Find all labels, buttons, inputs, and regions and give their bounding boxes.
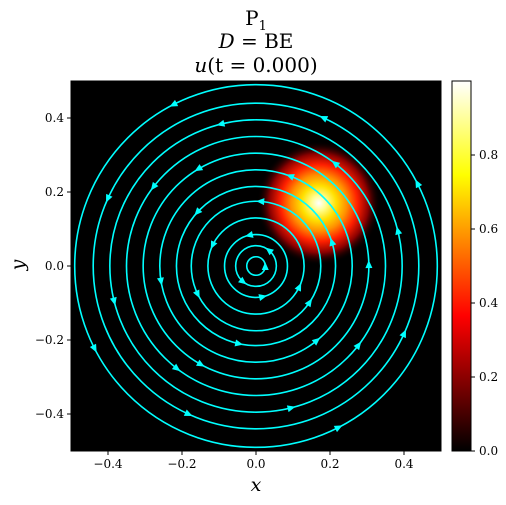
streamline-arrow [238, 276, 247, 285]
streamline [125, 135, 387, 397]
colorbar-tick-label: 0.4 [479, 296, 498, 310]
x-tick-label: −0.4 [93, 457, 123, 471]
chart-title-line3: u(t = 0.000) [194, 53, 317, 77]
streamline [175, 185, 337, 347]
streamline-arrow [196, 359, 205, 367]
streamline-arrow [169, 99, 179, 107]
streamline-arrow [210, 240, 218, 250]
y-axis-ticks: −0.4 −0.2 0.0 0.2 0.4 [35, 111, 71, 421]
streamline-arrow [329, 237, 337, 247]
colorbar-tick-label: 0.6 [479, 222, 498, 236]
streamline-arrow [415, 179, 423, 189]
streamline [109, 119, 403, 413]
streamline-arrow [286, 174, 295, 181]
chart-title-line1: P1 [245, 6, 267, 34]
streamline-arrow [304, 298, 313, 308]
y-tick-label: 0.4 [45, 111, 64, 125]
streamline-arrow [194, 207, 203, 216]
streamline [190, 200, 322, 332]
colorbar-tick-label: 0.8 [479, 148, 498, 162]
heatmap-blob [256, 141, 381, 266]
colorbar-ticks: 0.0 0.2 0.4 0.6 0.8 [471, 148, 498, 458]
streamline-arrow [244, 231, 254, 238]
streamline-arrow [193, 289, 200, 299]
streamline-arrow [365, 260, 373, 269]
colorbar-tick-label: 0.2 [479, 370, 498, 384]
streamline-arrow [265, 247, 274, 256]
streamline-arrow [353, 341, 362, 351]
streamline [159, 169, 353, 363]
streamline-arrow [261, 262, 269, 270]
streamline-arrow [311, 337, 321, 346]
streamline-arrow [331, 160, 341, 169]
streamline-arrow [216, 119, 226, 127]
streamline [92, 102, 420, 430]
streamline [223, 233, 289, 299]
streamline [73, 83, 439, 449]
x-tick-label: 0.0 [246, 457, 265, 471]
streamline [234, 244, 278, 288]
streamline-arrow [399, 329, 406, 339]
streamline-arrow [171, 363, 181, 372]
streamline-arrow [194, 164, 204, 172]
heatmap-background [71, 81, 441, 451]
y-tick-label: −0.2 [35, 333, 64, 347]
streamline-arrow [286, 405, 296, 413]
streamline-arrow [294, 282, 302, 292]
plot-area [71, 81, 441, 451]
y-axis-label: y [7, 259, 29, 271]
x-axis-ticks: −0.4 −0.2 0.0 0.2 0.4 [93, 451, 414, 471]
y-tick-label: 0.0 [45, 259, 64, 273]
streamline [207, 217, 305, 315]
streamline-arrow [156, 277, 164, 286]
streamline-arrow [395, 226, 403, 236]
streamline-arrow [106, 193, 113, 203]
streamline-arrow [256, 198, 265, 206]
x-tick-label: 0.2 [320, 457, 339, 471]
x-axis-label: x [251, 474, 262, 496]
streamline-arrow [183, 409, 193, 416]
chart-title-line2: D = BE [218, 29, 294, 53]
streamline-arrow [150, 181, 159, 191]
streamline-arrow [109, 296, 117, 306]
colorbar [451, 80, 472, 452]
streamline-arrow [333, 425, 343, 433]
colorbar-tick-label: 0.0 [479, 444, 498, 458]
streamline-arrow [258, 294, 268, 301]
y-tick-label: 0.2 [45, 185, 64, 199]
streamline-arrow [89, 343, 97, 353]
streamlines [73, 83, 439, 449]
x-tick-label: −0.2 [167, 457, 196, 471]
streamline-arrow [319, 116, 329, 123]
x-tick-label: 0.4 [394, 457, 413, 471]
y-tick-label: −0.4 [35, 407, 65, 421]
streamline-arrow [234, 339, 244, 347]
